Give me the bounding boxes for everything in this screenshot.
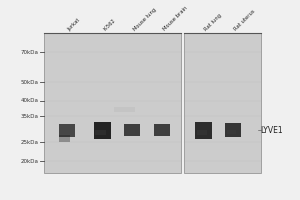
Bar xyxy=(95,130,106,135)
Text: 20kDa: 20kDa xyxy=(20,159,38,164)
Text: Mouse brain: Mouse brain xyxy=(162,5,188,32)
Text: 25kDa: 25kDa xyxy=(20,140,38,145)
Text: LYVE1: LYVE1 xyxy=(260,126,283,135)
Text: Jurkat: Jurkat xyxy=(67,17,81,32)
Bar xyxy=(94,122,111,139)
Bar xyxy=(154,124,170,136)
Bar xyxy=(126,130,135,134)
Bar xyxy=(225,123,242,137)
Bar xyxy=(58,135,70,142)
Bar xyxy=(184,33,262,173)
Bar xyxy=(58,124,75,137)
Bar xyxy=(124,124,140,136)
Bar xyxy=(195,122,212,139)
Bar xyxy=(44,33,181,173)
Text: 35kDa: 35kDa xyxy=(20,114,38,119)
Text: Rat lung: Rat lung xyxy=(203,12,223,32)
Text: 70kDa: 70kDa xyxy=(20,50,38,55)
Bar xyxy=(155,130,165,134)
Text: K-562: K-562 xyxy=(102,17,116,32)
Bar xyxy=(197,130,207,135)
Bar xyxy=(60,130,70,134)
Bar xyxy=(114,107,135,112)
Bar xyxy=(227,130,236,134)
Text: Rat uterus: Rat uterus xyxy=(233,8,256,32)
Text: Mouse lung: Mouse lung xyxy=(132,7,157,32)
Text: 40kDa: 40kDa xyxy=(20,98,38,103)
Text: 50kDa: 50kDa xyxy=(20,80,38,85)
